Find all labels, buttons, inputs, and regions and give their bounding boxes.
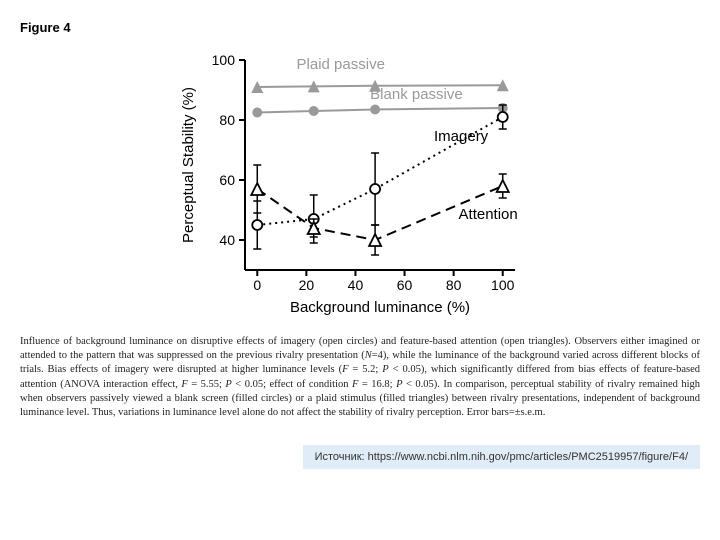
svg-text:100: 100: [212, 52, 236, 68]
svg-text:40: 40: [348, 277, 364, 293]
svg-text:80: 80: [219, 112, 235, 128]
svg-text:60: 60: [219, 172, 235, 188]
svg-text:Plaid passive: Plaid passive: [297, 56, 385, 73]
figure-label: Figure 4: [20, 20, 700, 35]
svg-text:40: 40: [219, 232, 235, 248]
svg-text:Background luminance (%): Background luminance (%): [290, 299, 470, 316]
caption-text: = 16.8;: [358, 379, 396, 390]
svg-text:Attention: Attention: [459, 206, 518, 223]
svg-text:100: 100: [491, 277, 515, 293]
perceptual-stability-chart: 0 20 40 60 80 100 40 60 80 100 Background luminanc…: [175, 40, 545, 320]
svg-text:60: 60: [397, 277, 413, 293]
svg-text:80: 80: [446, 277, 462, 293]
svg-text:Perceptual Stability (%): Perceptual Stability (%): [180, 87, 197, 243]
caption-text: = 5.2;: [349, 364, 383, 375]
n-symbol: N: [365, 350, 372, 361]
caption-text: = 5.55;: [188, 379, 226, 390]
svg-text:Blank passive: Blank passive: [370, 86, 463, 103]
caption-text: < 0.05; effect of condition: [232, 379, 352, 390]
svg-text:0: 0: [253, 277, 261, 293]
svg-text:20: 20: [299, 277, 315, 293]
figure-caption: Influence of background luminance on dis…: [20, 335, 700, 420]
source-link-box: Источник: https://www.ncbi.nlm.nih.gov/p…: [303, 445, 700, 469]
svg-text:Imagery: Imagery: [434, 128, 489, 145]
chart-container: 0 20 40 60 80 100 40 60 80 100 Background luminanc…: [20, 40, 700, 320]
